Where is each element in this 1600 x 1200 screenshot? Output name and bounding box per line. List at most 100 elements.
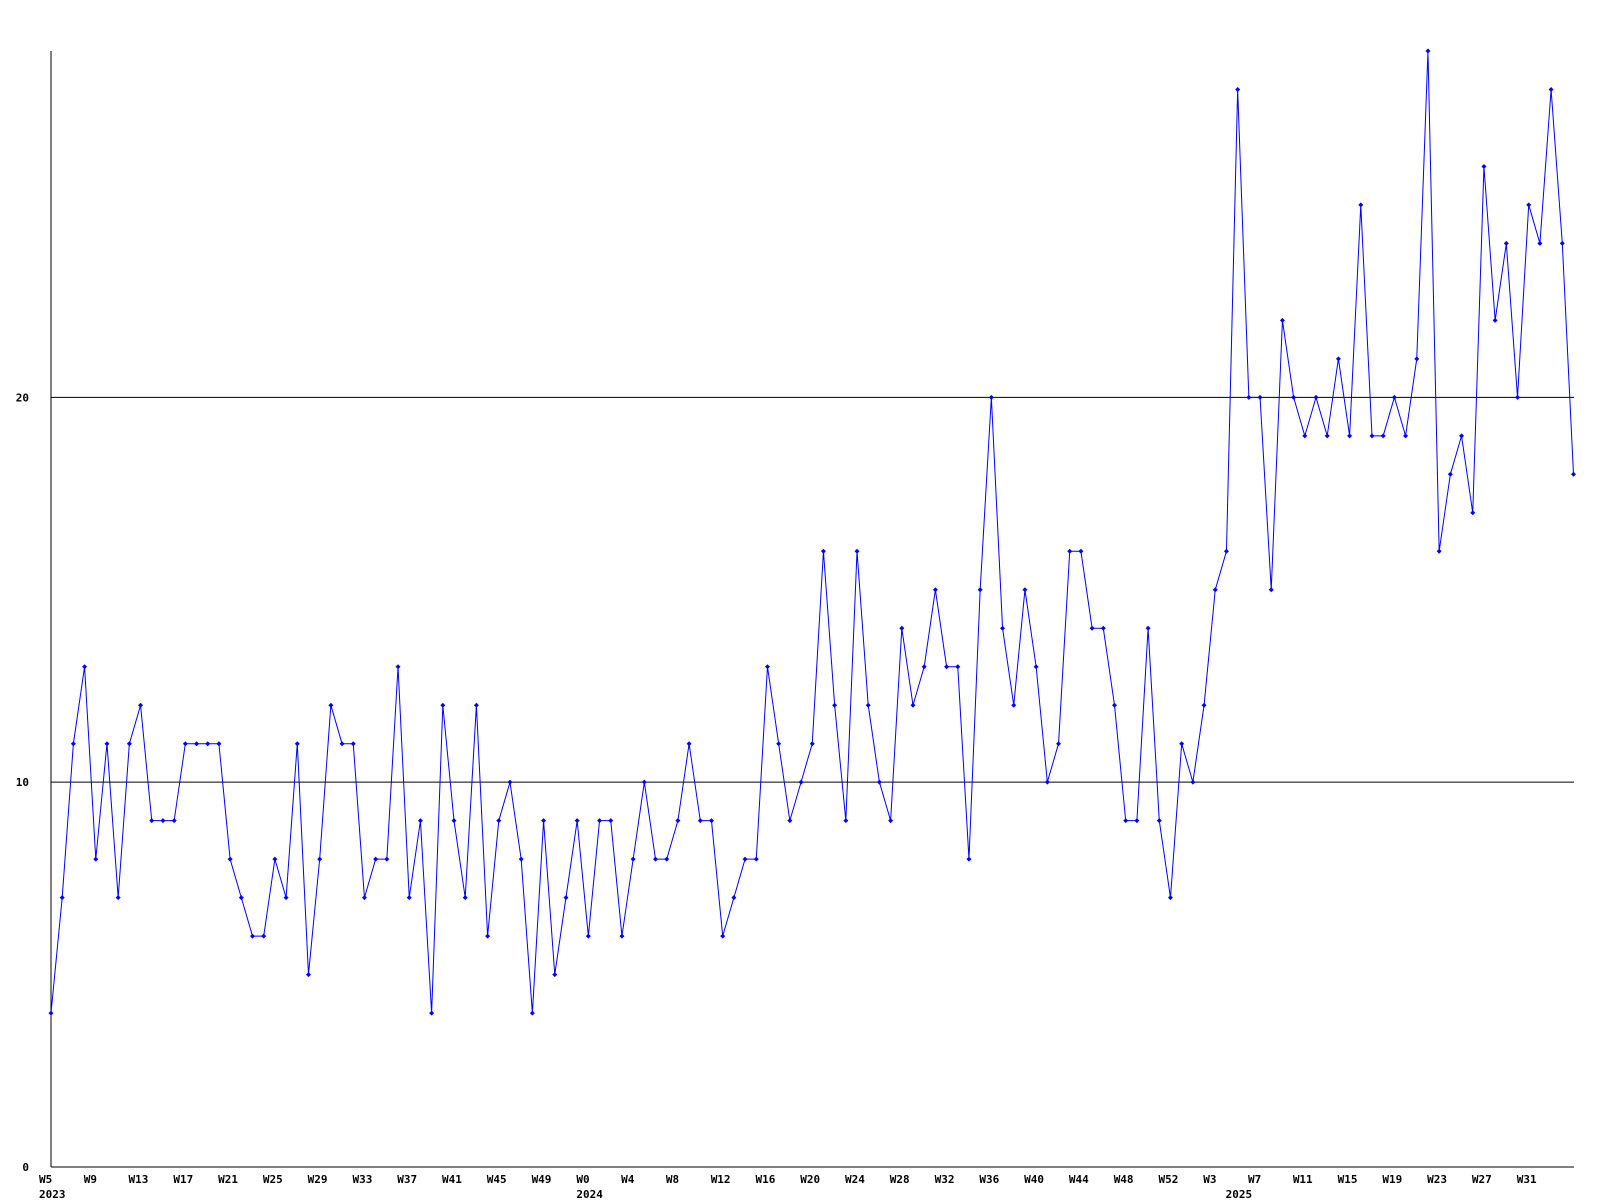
y-tick-label: 0 [22,1161,29,1174]
point [653,856,659,862]
point [48,1010,54,1016]
point [1201,702,1207,708]
point [798,779,804,785]
year-label: 2023 [39,1188,66,1200]
point [597,818,603,824]
point [1223,548,1229,554]
point [641,779,647,785]
point [966,856,972,862]
point [1167,895,1173,901]
point [350,741,356,747]
point [619,933,625,939]
x-tick-label: W41 [442,1173,462,1186]
point [1380,433,1386,439]
point [1358,202,1364,208]
point [932,587,938,593]
point [787,818,793,824]
point [820,548,826,554]
point [876,779,882,785]
point [1570,471,1576,477]
x-tick-label: W12 [711,1173,731,1186]
point [731,895,737,901]
x-tick-label: W4 [621,1173,635,1186]
point [1112,702,1118,708]
point [742,856,748,862]
point [1470,510,1476,516]
point [1492,317,1498,323]
point [339,741,345,747]
point [93,856,99,862]
x-tick-label: W9 [84,1173,97,1186]
point [1436,548,1442,554]
point [507,779,513,785]
point [708,818,714,824]
point [910,702,916,708]
x-tick-label: W31 [1517,1173,1537,1186]
point [1246,394,1252,400]
point [485,933,491,939]
point [776,741,782,747]
point [843,818,849,824]
point [1257,394,1263,400]
x-tick-label: W5 [39,1173,52,1186]
point [518,856,524,862]
x-tick-label: W3 [1203,1173,1216,1186]
point [1078,548,1084,554]
x-tick-label: W0 [576,1173,589,1186]
point [1268,587,1274,593]
point [585,933,591,939]
point [328,702,334,708]
point [686,741,692,747]
point [753,856,759,862]
x-tick-label: W32 [935,1173,955,1186]
point [1403,433,1409,439]
point [384,856,390,862]
x-tick-label: W19 [1382,1173,1402,1186]
point [1212,587,1218,593]
point [1179,741,1185,747]
year-label: 2024 [576,1188,603,1200]
x-tick-label: W36 [979,1173,999,1186]
point [1011,702,1017,708]
point [462,895,468,901]
point [1526,202,1532,208]
point [126,741,132,747]
point [977,587,983,593]
point [720,933,726,939]
point [944,664,950,670]
point [1022,587,1028,593]
year-label: 2025 [1226,1188,1253,1200]
point [361,895,367,901]
point [194,741,200,747]
x-tick-label: W33 [352,1173,372,1186]
point [1335,356,1341,362]
point [70,741,76,747]
point [272,856,278,862]
point [1425,48,1431,54]
point [283,895,289,901]
point [473,702,479,708]
point [541,818,547,824]
point [305,972,311,978]
point [1302,433,1308,439]
x-tick-label: W45 [487,1173,507,1186]
point [988,394,994,400]
point [1190,779,1196,785]
point [529,1010,535,1016]
point [1503,240,1509,246]
x-tick-label: W25 [263,1173,283,1186]
point [608,818,614,824]
x-tick-label: W23 [1427,1173,1447,1186]
point [921,664,927,670]
point [294,741,300,747]
point [1056,741,1062,747]
point [1089,625,1095,631]
x-tick-label: W49 [532,1173,552,1186]
point [317,856,323,862]
point [182,741,188,747]
point [1033,664,1039,670]
point [1369,433,1375,439]
point [238,895,244,901]
y-tick-label: 20 [16,391,29,404]
point [104,741,110,747]
